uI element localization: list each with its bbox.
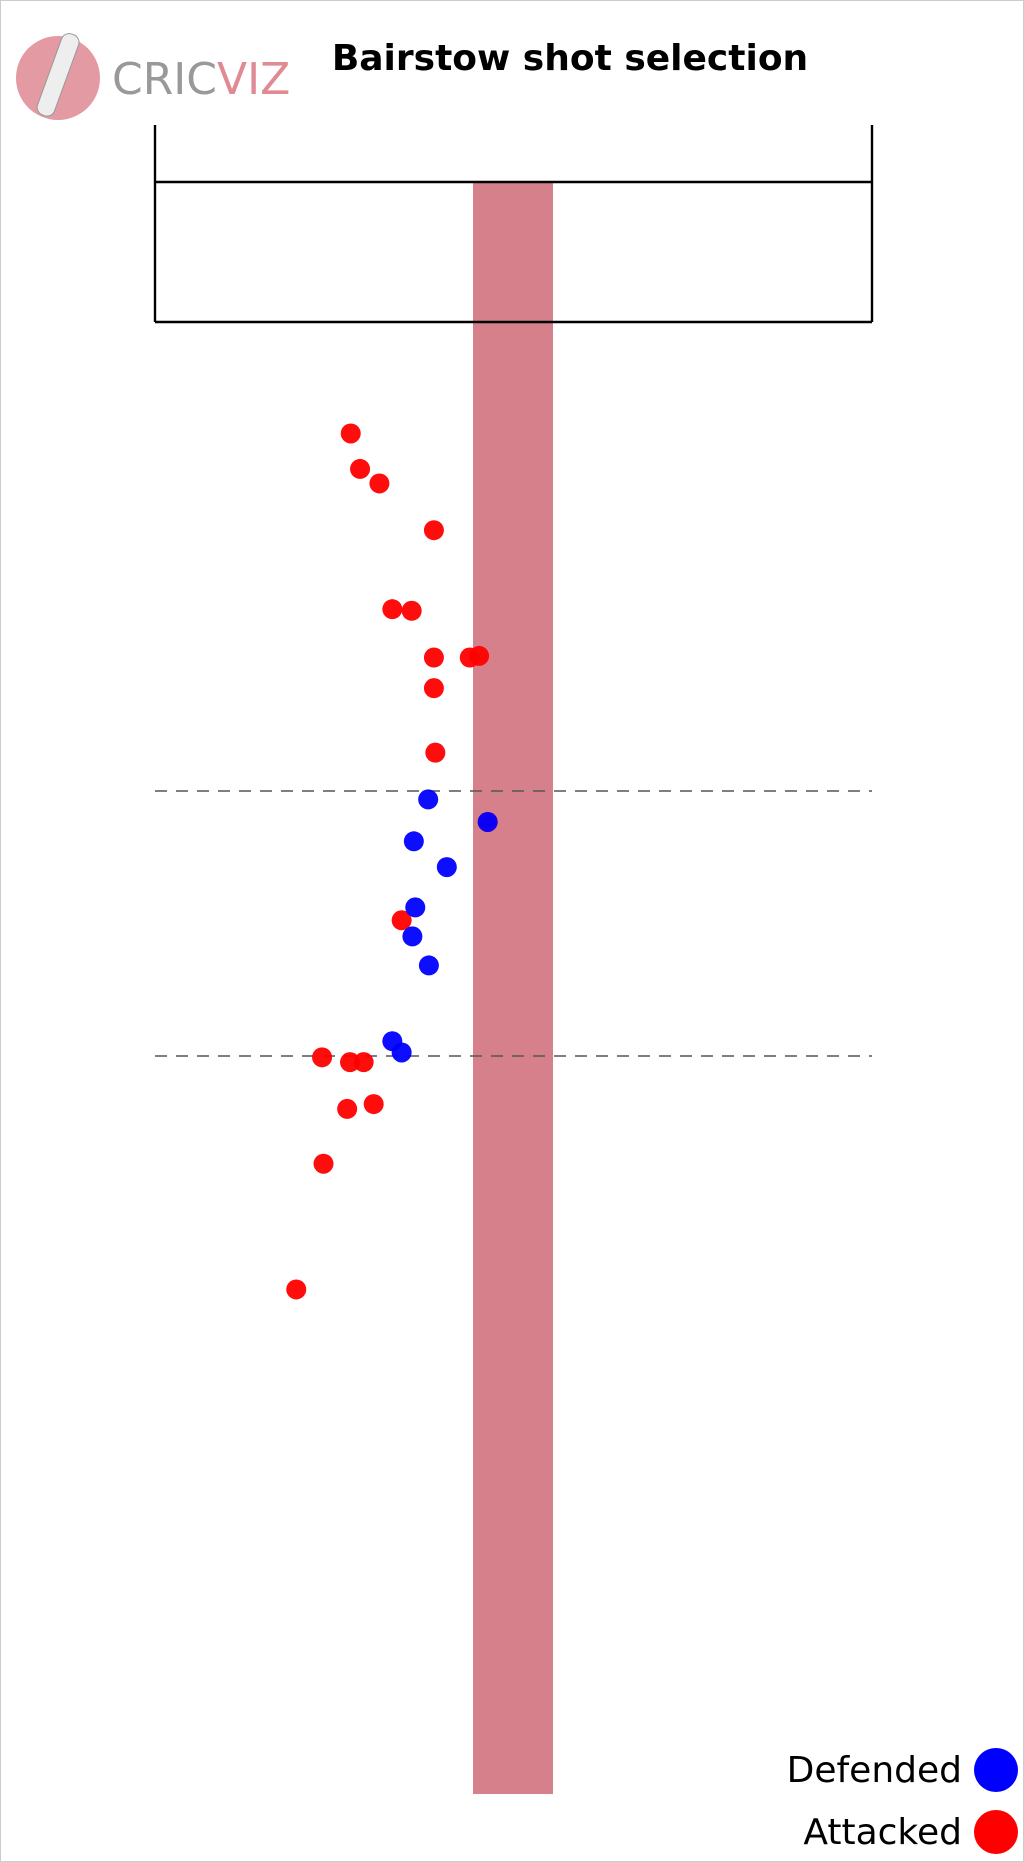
logo-text-b: VIZ [217,54,290,105]
point [425,742,446,763]
zone-lines [155,790,872,1057]
chart-title: Bairstow shot selection [332,38,808,79]
point [436,857,457,878]
point [418,955,439,976]
point [405,897,426,918]
point [402,926,423,947]
point [401,600,422,621]
logo-text: CRICVIZ [112,54,290,105]
stumps-band [473,182,553,1794]
point [369,473,390,494]
point [340,423,361,444]
point [391,910,412,931]
crease [153,125,874,324]
point [423,520,444,541]
point [391,1042,412,1063]
point [382,599,403,620]
point [286,1279,307,1300]
point [418,789,439,810]
point [312,1047,333,1068]
point [337,1098,358,1119]
logo-text-a: CRIC [112,54,217,105]
point [350,458,371,479]
legend-label: Defended [787,1750,962,1791]
legend-marker [974,1810,1018,1854]
point [423,678,444,699]
point [423,647,444,668]
point [313,1153,334,1174]
point [477,811,498,832]
point [353,1052,374,1073]
point [469,645,490,666]
legend-label: Attacked [803,1812,962,1853]
logo-bat [36,33,80,117]
legend-marker [974,1748,1018,1792]
point [403,831,424,852]
point [363,1094,384,1115]
logo: CRICVIZ [16,33,290,120]
